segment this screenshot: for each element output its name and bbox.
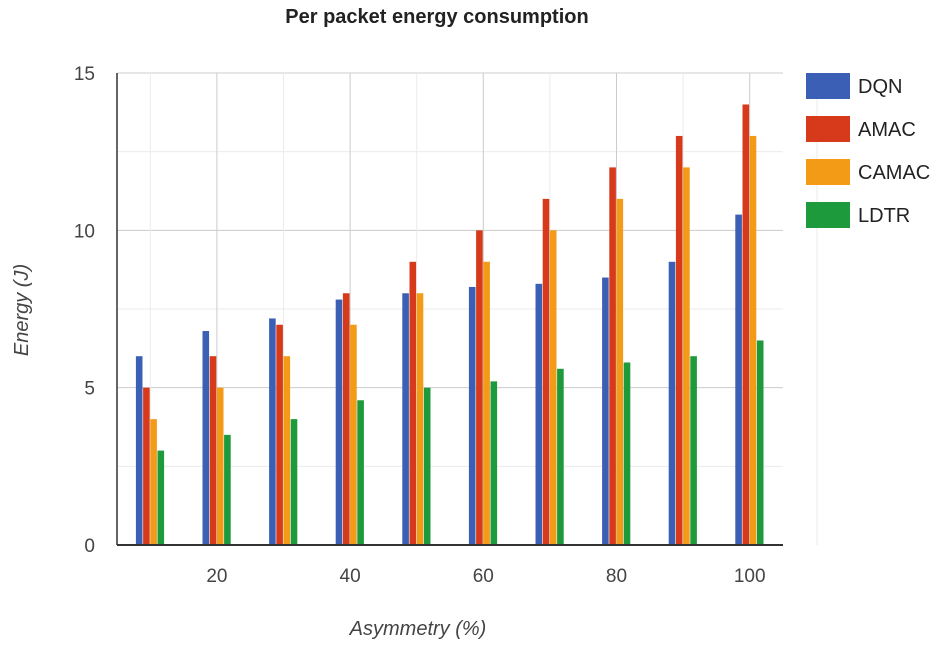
bar-ldtr-30	[290, 419, 298, 545]
bar-ldtr-80	[623, 362, 631, 545]
x-tick-labels: 20 40 60 80 100	[206, 566, 765, 587]
bar-ldtr-50	[423, 387, 431, 545]
bar-camac-90	[683, 167, 690, 545]
bar-camac-80	[616, 198, 624, 545]
bar-dqn-60	[468, 286, 476, 545]
y-tick-label: 0	[84, 536, 95, 557]
chart-title: Per packet energy consumption	[285, 6, 588, 28]
bar-amac-70	[542, 198, 550, 545]
legend-swatch-ldtr	[806, 202, 850, 228]
bar-dqn-90	[668, 261, 676, 545]
legend-label-ldtr: LDTR	[858, 205, 910, 227]
legend-label-camac: CAMAC	[858, 162, 930, 184]
bar-camac-20	[216, 387, 224, 545]
bar-ldtr-90	[690, 356, 697, 545]
bar-ldtr-70	[557, 368, 564, 545]
y-tick-label: 5	[84, 379, 95, 400]
bar-ldtr-40	[357, 400, 364, 545]
x-tick-label: 20	[206, 566, 227, 587]
bar-ldtr-10	[157, 450, 165, 545]
bar-camac-100	[749, 135, 757, 545]
bar-ldtr-20	[224, 434, 231, 545]
bar-amac-80	[609, 167, 616, 545]
legend-swatch-dqn	[806, 73, 850, 99]
bar-dqn-100	[735, 214, 742, 545]
legend-swatch-camac	[806, 159, 850, 185]
bar-ldtr-60	[490, 381, 498, 545]
y-tick-label: 15	[74, 64, 95, 85]
x-tick-label: 60	[473, 566, 494, 587]
y-tick-label: 10	[74, 221, 95, 242]
bar-dqn-50	[402, 293, 409, 545]
bar-camac-40	[350, 324, 357, 545]
bars	[135, 104, 764, 546]
bar-amac-10	[143, 387, 150, 545]
x-tick-label: 40	[340, 566, 361, 587]
bar-dqn-40	[335, 299, 343, 545]
bar-amac-20	[209, 356, 217, 545]
bar-amac-50	[409, 261, 417, 545]
bar-amac-40	[342, 293, 350, 545]
legend: DQN AMAC CAMAC LDTR	[806, 73, 930, 228]
bar-dqn-20	[202, 331, 210, 545]
bar-dqn-70	[535, 283, 543, 545]
bar-camac-70	[549, 230, 557, 546]
bar-dqn-10	[135, 356, 143, 545]
bar-camac-30	[283, 356, 291, 545]
bar-amac-100	[742, 104, 750, 545]
bar-camac-10	[150, 419, 157, 545]
bar-amac-30	[276, 324, 283, 545]
bar-camac-60	[483, 261, 490, 545]
legend-label-dqn: DQN	[858, 76, 902, 98]
bar-dqn-30	[269, 318, 276, 545]
y-tick-labels: 0 5 10 15	[74, 64, 95, 557]
bar-amac-90	[675, 135, 683, 545]
bar-ldtr-100	[756, 340, 764, 545]
bar-camac-50	[416, 293, 424, 545]
x-tick-label: 100	[734, 566, 766, 587]
axes	[116, 73, 783, 546]
bar-amac-60	[476, 230, 483, 546]
legend-label-amac: AMAC	[858, 119, 916, 141]
x-axis-title: Asymmetry (%)	[349, 618, 487, 640]
bar-dqn-80	[602, 277, 609, 545]
x-tick-label: 80	[606, 566, 627, 587]
y-axis-title: Energy (J)	[11, 264, 33, 356]
legend-swatch-amac	[806, 116, 850, 142]
